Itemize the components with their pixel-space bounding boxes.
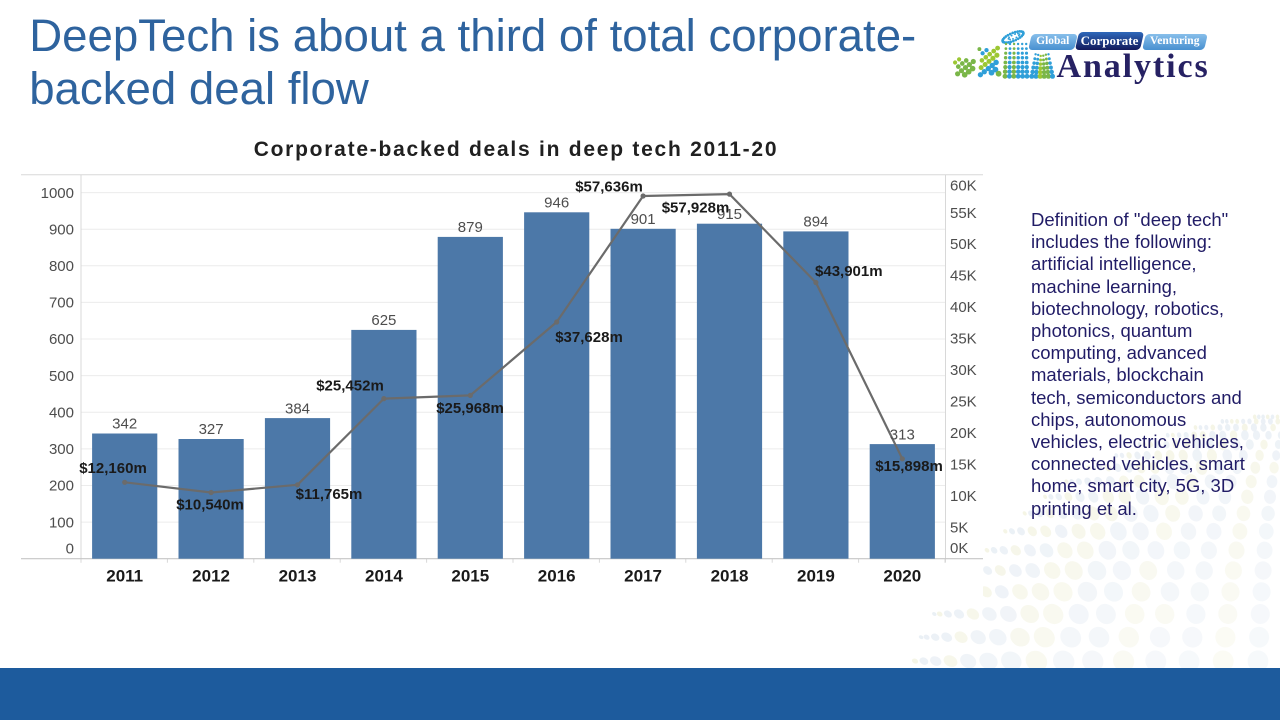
svg-text:Corporate-backed deals in deep: Corporate-backed deals in deep tech 2011… xyxy=(254,138,779,161)
svg-text:2013: 2013 xyxy=(279,567,317,586)
svg-text:35K: 35K xyxy=(950,331,977,348)
svg-text:20K: 20K xyxy=(950,425,977,442)
svg-text:2015: 2015 xyxy=(451,567,489,586)
svg-text:5K: 5K xyxy=(950,520,968,537)
svg-text:2017: 2017 xyxy=(624,567,662,586)
svg-text:30K: 30K xyxy=(950,362,977,379)
svg-text:901: 901 xyxy=(631,211,656,228)
svg-text:600: 600 xyxy=(49,331,74,348)
svg-text:$25,968m: $25,968m xyxy=(436,400,504,417)
svg-text:625: 625 xyxy=(371,312,396,329)
svg-text:2020: 2020 xyxy=(883,567,921,586)
svg-text:700: 700 xyxy=(49,295,74,312)
svg-text:2012: 2012 xyxy=(192,567,230,586)
svg-text:15K: 15K xyxy=(950,457,977,474)
svg-text:$10,540m: $10,540m xyxy=(176,497,244,514)
svg-text:800: 800 xyxy=(49,258,74,275)
svg-text:$12,160m: $12,160m xyxy=(79,460,147,477)
svg-text:879: 879 xyxy=(458,219,483,236)
svg-text:342: 342 xyxy=(112,416,137,433)
svg-text:2018: 2018 xyxy=(711,567,749,586)
svg-text:915: 915 xyxy=(717,206,742,223)
svg-text:45K: 45K xyxy=(950,268,977,285)
svg-text:500: 500 xyxy=(49,368,74,385)
svg-text:313: 313 xyxy=(890,426,915,443)
svg-text:$43,901m: $43,901m xyxy=(815,263,883,280)
svg-text:55K: 55K xyxy=(950,205,977,222)
svg-text:$37,628m: $37,628m xyxy=(555,329,623,346)
svg-text:$11,765m: $11,765m xyxy=(296,486,363,503)
svg-text:2016: 2016 xyxy=(538,567,576,586)
svg-text:$15,898m: $15,898m xyxy=(875,458,943,475)
svg-text:$57,928m: $57,928m xyxy=(662,200,730,217)
svg-text:60K: 60K xyxy=(950,178,977,195)
svg-text:2019: 2019 xyxy=(797,567,835,586)
svg-text:2011: 2011 xyxy=(106,567,143,586)
svg-text:327: 327 xyxy=(199,421,224,438)
svg-text:0: 0 xyxy=(66,541,74,558)
svg-text:946: 946 xyxy=(544,195,569,212)
svg-text:$57,636m: $57,636m xyxy=(575,179,643,196)
svg-text:384: 384 xyxy=(285,400,310,417)
svg-text:900: 900 xyxy=(49,221,74,238)
svg-text:50K: 50K xyxy=(950,236,977,253)
svg-text:1000: 1000 xyxy=(41,185,74,202)
svg-text:2014: 2014 xyxy=(365,567,403,586)
svg-text:40K: 40K xyxy=(950,299,977,316)
svg-text:100: 100 xyxy=(49,514,74,531)
svg-text:200: 200 xyxy=(49,478,74,495)
svg-text:0K: 0K xyxy=(950,540,968,557)
svg-text:25K: 25K xyxy=(950,394,977,411)
svg-text:10K: 10K xyxy=(950,488,977,505)
svg-text:300: 300 xyxy=(49,441,74,458)
svg-text:$25,452m: $25,452m xyxy=(316,378,384,395)
svg-text:400: 400 xyxy=(49,404,74,421)
svg-text:894: 894 xyxy=(803,214,828,231)
